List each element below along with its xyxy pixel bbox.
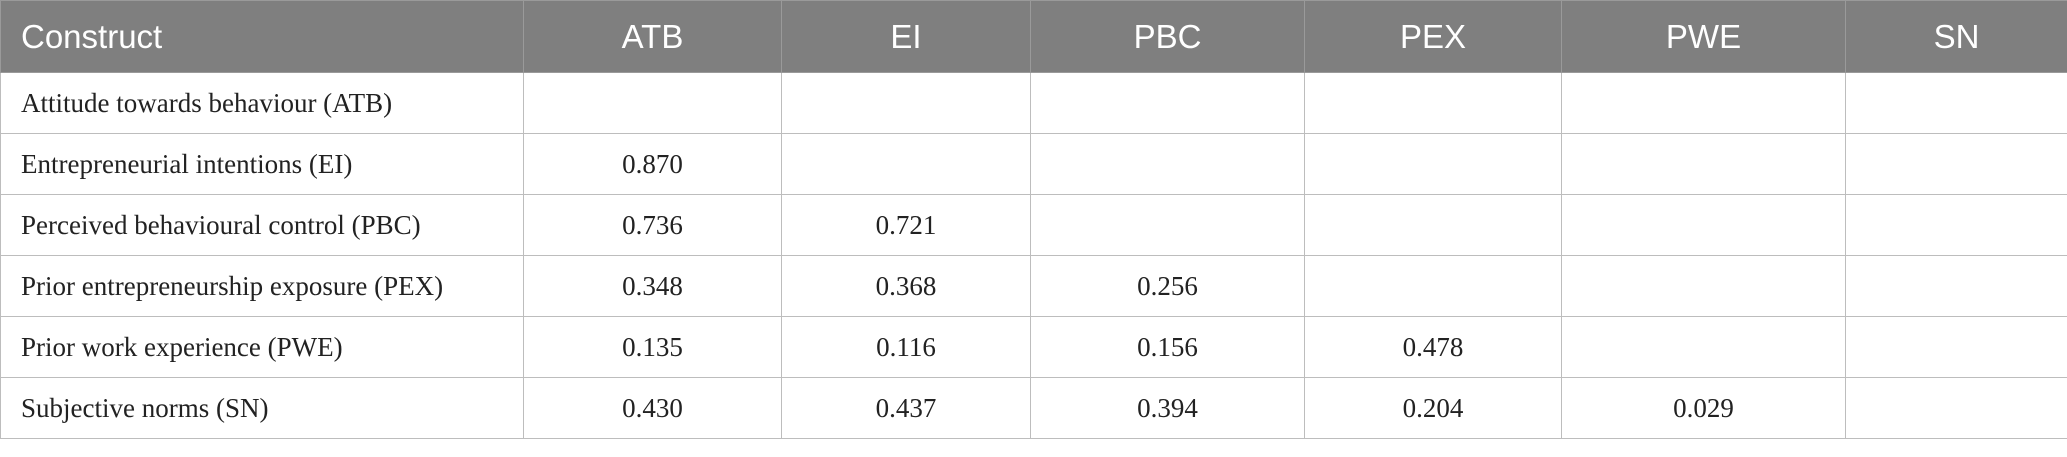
- row-label: Prior work experience (PWE): [0, 316, 524, 378]
- table-cell: 0.430: [523, 377, 782, 439]
- header-sn: SN: [1845, 0, 2067, 73]
- construct-correlation-table: Construct ATB EI PBC PEX PWE SN Attitude…: [0, 0, 2067, 439]
- table-cell: 0.870: [523, 133, 782, 195]
- table-cell: 0.394: [1030, 377, 1305, 439]
- table-cell: [781, 72, 1031, 134]
- header-atb: ATB: [523, 0, 782, 73]
- table-cell: [1845, 255, 2067, 317]
- table-row: Prior entrepreneurship exposure (PEX) 0.…: [0, 255, 2067, 317]
- table-cell: [1304, 255, 1562, 317]
- table-cell: [1304, 194, 1562, 256]
- table-cell: [1561, 255, 1846, 317]
- table-cell: 0.721: [781, 194, 1031, 256]
- table-cell: [1845, 194, 2067, 256]
- table-cell: 0.156: [1030, 316, 1305, 378]
- row-label: Perceived behavioural control (PBC): [0, 194, 524, 256]
- table-cell: [1561, 133, 1846, 195]
- table-row: Prior work experience (PWE) 0.135 0.116 …: [0, 316, 2067, 378]
- header-row: Construct ATB EI PBC PEX PWE SN: [0, 0, 2067, 73]
- table-cell: 0.348: [523, 255, 782, 317]
- header-pwe: PWE: [1561, 0, 1846, 73]
- table-cell: [1030, 133, 1305, 195]
- table-cell: 0.135: [523, 316, 782, 378]
- table-row: Subjective norms (SN) 0.430 0.437 0.394 …: [0, 377, 2067, 439]
- table-cell: [1845, 72, 2067, 134]
- header-ei: EI: [781, 0, 1031, 73]
- row-label: Prior entrepreneurship exposure (PEX): [0, 255, 524, 317]
- header-construct: Construct: [0, 0, 524, 73]
- table-cell: 0.204: [1304, 377, 1562, 439]
- table-cell: 0.478: [1304, 316, 1562, 378]
- table-cell: [1561, 316, 1846, 378]
- table-cell: [781, 133, 1031, 195]
- header-pex: PEX: [1304, 0, 1562, 73]
- table-cell: [1845, 316, 2067, 378]
- table-cell: [1030, 72, 1305, 134]
- table-cell: [1030, 194, 1305, 256]
- table-cell: [1304, 72, 1562, 134]
- table-cell: 0.256: [1030, 255, 1305, 317]
- table-row: Attitude towards behaviour (ATB): [0, 72, 2067, 134]
- table-cell: 0.029: [1561, 377, 1846, 439]
- table-cell: 0.368: [781, 255, 1031, 317]
- header-pbc: PBC: [1030, 0, 1305, 73]
- table-cell: 0.736: [523, 194, 782, 256]
- row-label: Attitude towards behaviour (ATB): [0, 72, 524, 134]
- table-cell: [523, 72, 782, 134]
- table-cell: [1845, 377, 2067, 439]
- table-cell: [1561, 72, 1846, 134]
- table-row: Perceived behavioural control (PBC) 0.73…: [0, 194, 2067, 256]
- table-row: Entrepreneurial intentions (EI) 0.870: [0, 133, 2067, 195]
- table-cell: 0.437: [781, 377, 1031, 439]
- table-cell: [1845, 133, 2067, 195]
- table-cell: [1304, 133, 1562, 195]
- table-cell: 0.116: [781, 316, 1031, 378]
- table-cell: [1561, 194, 1846, 256]
- row-label: Entrepreneurial intentions (EI): [0, 133, 524, 195]
- row-label: Subjective norms (SN): [0, 377, 524, 439]
